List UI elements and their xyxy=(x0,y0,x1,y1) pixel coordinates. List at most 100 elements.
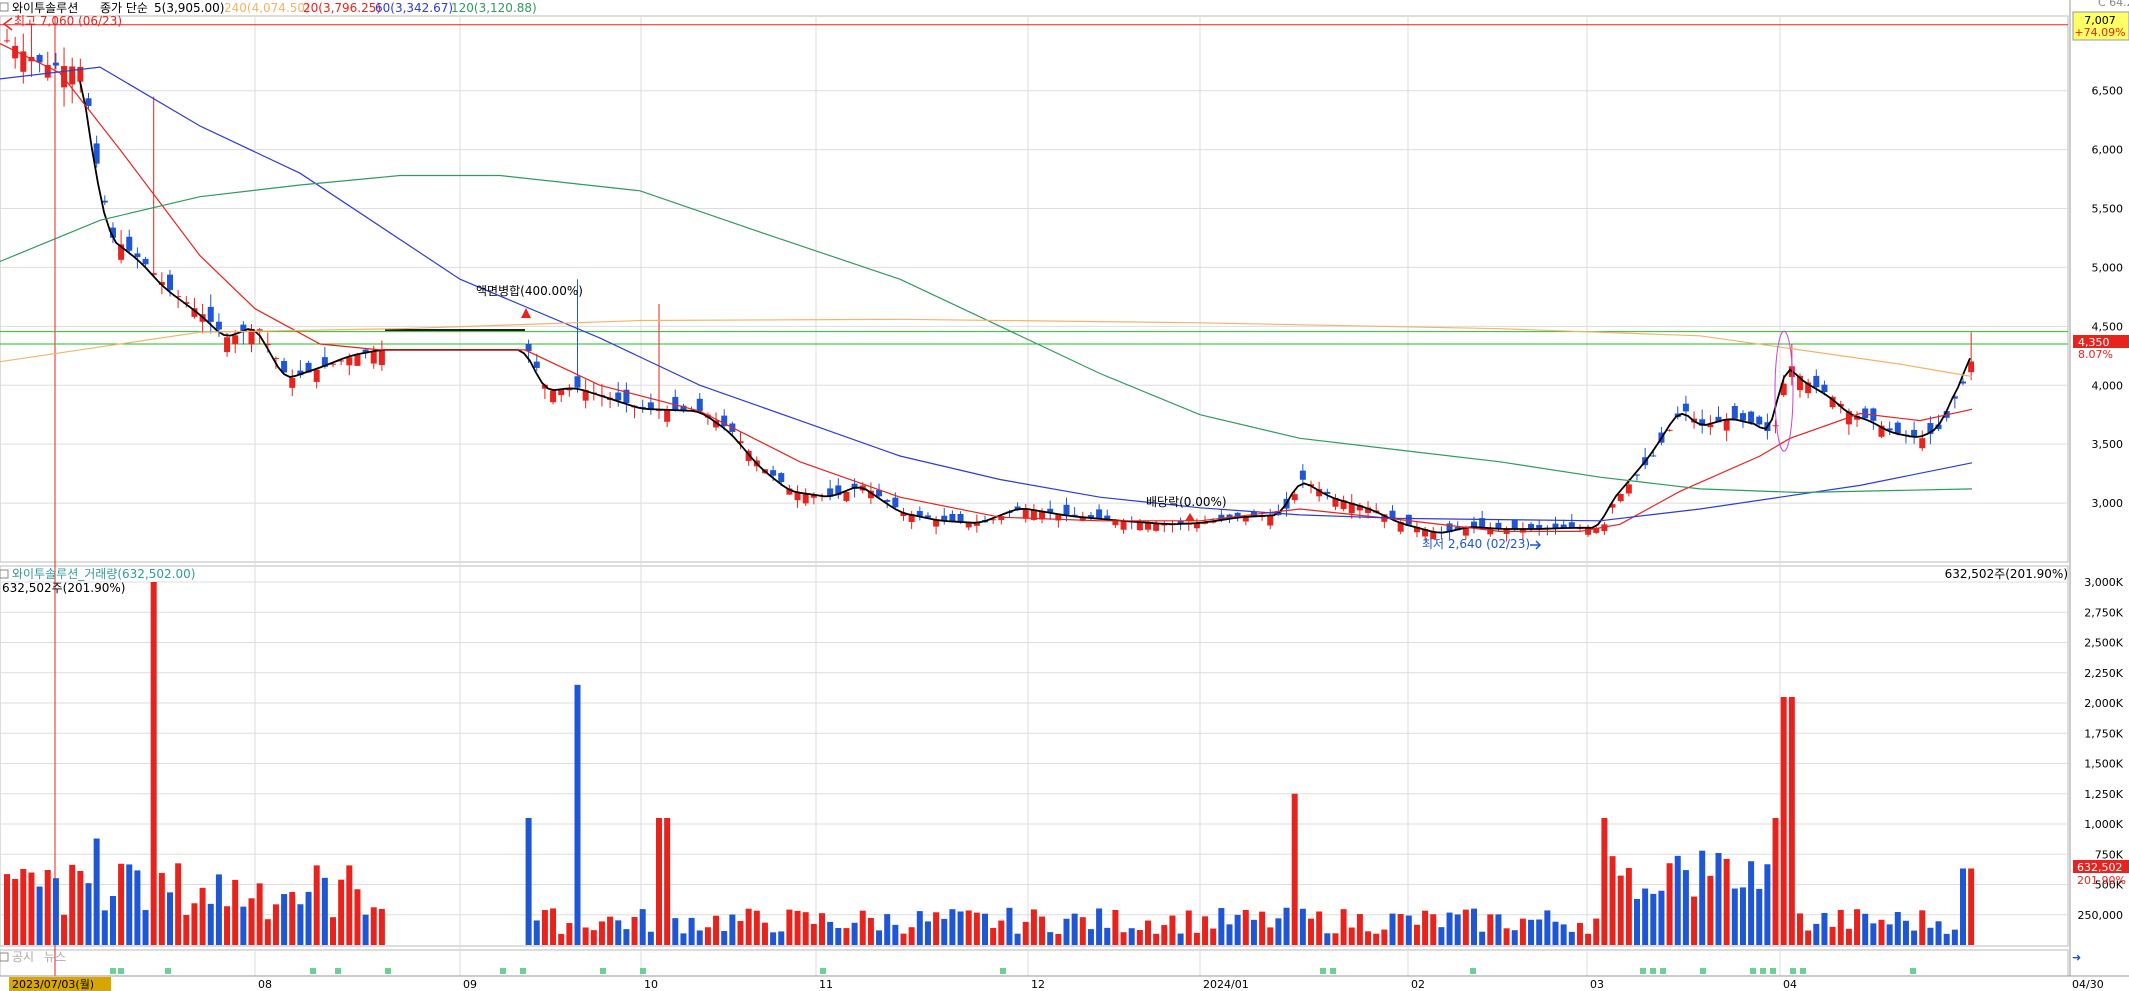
news-toggle-icon[interactable] xyxy=(0,952,9,962)
volume-bar xyxy=(1739,887,1746,945)
volume-bar xyxy=(1764,864,1771,945)
volume-bar xyxy=(207,903,214,945)
candle-body xyxy=(1772,425,1779,427)
news-marker[interactable] xyxy=(1790,968,1796,974)
news-marker[interactable] xyxy=(640,968,646,974)
news-marker[interactable] xyxy=(1320,968,1326,974)
low-note: 최저 2,640 (02/23) xyxy=(1422,537,1530,551)
candle-body xyxy=(362,349,369,354)
candle-body xyxy=(256,329,263,332)
volume-bar xyxy=(77,870,84,945)
volume-bar xyxy=(1071,913,1078,945)
volume-toggle-icon[interactable] xyxy=(0,569,9,579)
volume-bar xyxy=(1193,932,1200,945)
volume-bar xyxy=(1503,928,1510,945)
volume-bar xyxy=(1919,910,1926,945)
volume-tick-label: 500K xyxy=(2095,879,2124,892)
volume-bar xyxy=(1821,912,1828,945)
news-marker[interactable] xyxy=(1000,968,1006,974)
volume-bar xyxy=(20,868,27,945)
candle-body xyxy=(672,396,679,411)
volume-bar xyxy=(1275,918,1282,945)
candle-body xyxy=(378,350,385,366)
news-marker[interactable] xyxy=(110,968,116,974)
volume-bar xyxy=(1682,870,1689,945)
news-marker[interactable] xyxy=(600,968,606,974)
volume-bar xyxy=(28,872,35,945)
volume-bar xyxy=(1291,793,1298,945)
news-marker[interactable] xyxy=(520,968,526,974)
volume-bar xyxy=(1047,932,1054,945)
volume-bar xyxy=(305,891,312,945)
panel-toggle-icon[interactable] xyxy=(0,2,9,12)
news-marker[interactable] xyxy=(1640,968,1646,974)
candle-body xyxy=(346,357,353,366)
news-marker[interactable] xyxy=(1910,968,1916,974)
news-marker[interactable] xyxy=(1660,968,1666,974)
current-price-badge xyxy=(2073,335,2129,348)
news-label[interactable]: 뉴스 xyxy=(44,950,66,964)
news-marker[interactable] xyxy=(1770,968,1776,974)
candle-body xyxy=(550,390,557,403)
news-marker[interactable] xyxy=(1330,968,1336,974)
scroll-right-icon[interactable]: ➜ xyxy=(2072,951,2081,964)
candle-body xyxy=(1552,523,1559,529)
candle-body xyxy=(664,409,671,422)
ma60-label: 60(3,342.67) xyxy=(375,1,453,15)
news-marker[interactable] xyxy=(820,968,826,974)
volume-bar xyxy=(876,930,883,945)
volume-bar xyxy=(949,909,956,945)
volume-bar xyxy=(1699,850,1706,945)
volume-bar xyxy=(1177,933,1184,945)
candle-body xyxy=(582,390,589,401)
candle-body xyxy=(1862,408,1869,419)
volume-bar xyxy=(1731,888,1738,945)
volume-bar xyxy=(770,932,777,945)
volume-tick-label: 250,000 xyxy=(2078,909,2124,922)
volume-bar xyxy=(1145,920,1151,945)
candle-body xyxy=(85,98,92,107)
candle-body xyxy=(778,473,785,483)
news-marker[interactable] xyxy=(1700,968,1706,974)
news-marker[interactable] xyxy=(385,968,391,974)
candle-body xyxy=(1324,491,1331,494)
candle-body xyxy=(272,358,279,360)
volume-bar xyxy=(1715,852,1722,945)
candle-body xyxy=(892,497,899,508)
candle-body xyxy=(1919,438,1926,449)
candle-body xyxy=(696,398,703,412)
news-marker[interactable] xyxy=(165,968,171,974)
volume-bar xyxy=(1528,919,1535,945)
candle-body xyxy=(248,328,255,345)
news-marker[interactable] xyxy=(1470,968,1476,974)
news-marker[interactable] xyxy=(1750,968,1756,974)
volume-bar xyxy=(281,894,288,945)
volume-bar xyxy=(900,933,907,945)
candle-body xyxy=(1291,494,1298,501)
volume-bar xyxy=(1438,927,1445,945)
news-marker[interactable] xyxy=(310,968,316,974)
volume-bar xyxy=(802,912,809,945)
candle-body xyxy=(1332,497,1339,507)
news-marker[interactable] xyxy=(500,968,506,974)
volume-bar xyxy=(1471,908,1477,945)
candle-body xyxy=(1487,528,1494,535)
candle-body xyxy=(1666,429,1673,431)
volume-bar xyxy=(1894,912,1901,945)
candle-body xyxy=(330,363,336,365)
disclosure-label[interactable]: 공시 xyxy=(12,950,34,964)
news-marker[interactable] xyxy=(335,968,341,974)
candle-body xyxy=(142,258,149,265)
candle-body xyxy=(1430,531,1437,540)
candle-body xyxy=(1568,522,1575,528)
volume-bar xyxy=(1462,909,1469,945)
news-marker[interactable] xyxy=(1650,968,1656,974)
volume-bar xyxy=(1283,907,1290,945)
volume-bar xyxy=(1788,696,1795,945)
news-marker[interactable] xyxy=(1800,968,1806,974)
candle-body xyxy=(12,45,19,59)
news-marker[interactable] xyxy=(118,968,124,974)
news-marker[interactable] xyxy=(1760,968,1766,974)
candle-body xyxy=(1739,413,1746,421)
